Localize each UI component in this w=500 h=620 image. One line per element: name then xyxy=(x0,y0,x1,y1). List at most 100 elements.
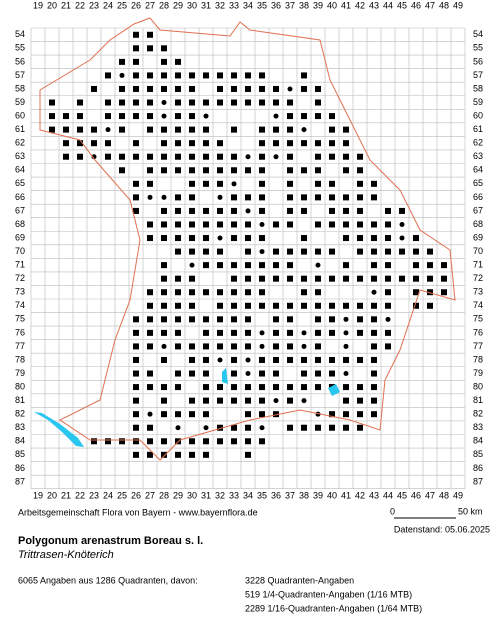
dot-square xyxy=(133,384,139,391)
dot-square xyxy=(371,356,377,363)
dot-circle xyxy=(245,208,251,214)
dot-square xyxy=(217,99,223,106)
dot-square xyxy=(175,411,181,418)
dot-square xyxy=(91,140,97,147)
dot-square xyxy=(189,167,195,174)
dot-square xyxy=(217,72,223,79)
dot-square xyxy=(119,99,125,106)
dot-square xyxy=(329,207,335,214)
dot-square xyxy=(301,384,307,391)
dot-square xyxy=(231,343,237,350)
row-label: 61 xyxy=(15,124,25,134)
dot-square xyxy=(175,85,181,92)
dot-square xyxy=(175,153,181,160)
dot-square xyxy=(231,275,237,282)
dot-square xyxy=(217,316,223,323)
dot-square xyxy=(161,262,167,269)
dot-square xyxy=(343,221,349,228)
dot-square xyxy=(245,343,251,350)
dot-square xyxy=(175,384,181,391)
dot-square xyxy=(245,99,251,106)
dot-square xyxy=(189,194,195,201)
row-label: 65 xyxy=(15,178,25,188)
dot-square xyxy=(385,289,391,296)
dot-circle xyxy=(301,343,307,349)
dot-square xyxy=(133,140,139,147)
dot-square xyxy=(259,411,265,418)
column-label: 36 xyxy=(271,0,281,10)
dot-square xyxy=(161,411,167,418)
dot-square xyxy=(399,207,405,214)
row-label: 55 xyxy=(15,43,25,53)
dot-square xyxy=(441,262,447,269)
dot-square xyxy=(231,99,237,106)
dot-square xyxy=(147,180,153,187)
dot-square xyxy=(399,248,405,255)
dot-square xyxy=(133,207,139,214)
dot-square xyxy=(203,126,209,133)
dot-square xyxy=(413,248,419,255)
dot-square xyxy=(259,262,265,269)
dot-square xyxy=(161,207,167,214)
dot-square xyxy=(287,262,293,269)
dot-square xyxy=(287,275,293,282)
dot-square xyxy=(273,302,279,309)
dot-square xyxy=(161,140,167,147)
dot-square xyxy=(133,397,139,404)
row-label: 83 xyxy=(473,422,483,432)
lake xyxy=(222,368,340,396)
dot-square xyxy=(147,153,153,160)
dot-square xyxy=(133,194,139,201)
dot-square xyxy=(315,167,321,174)
column-label: 19 xyxy=(33,0,43,10)
dot-circle xyxy=(287,86,293,92)
dot-square xyxy=(273,275,279,282)
dot-square xyxy=(217,424,223,431)
dot-square xyxy=(217,180,223,187)
column-label: 35 xyxy=(257,0,267,10)
row-label: 82 xyxy=(473,409,483,419)
dot-square xyxy=(427,275,433,282)
dot-square xyxy=(147,451,153,458)
dot-square xyxy=(259,438,265,445)
dot-square xyxy=(231,384,237,391)
dot-square xyxy=(133,356,139,363)
dot-square xyxy=(231,438,237,445)
dot-square xyxy=(105,153,111,160)
dot-square xyxy=(189,85,195,92)
dot-square xyxy=(329,194,335,201)
dot-square xyxy=(287,384,293,391)
dot-square xyxy=(203,343,209,350)
column-label: 27 xyxy=(145,490,155,500)
dot-square xyxy=(287,424,293,431)
row-label: 77 xyxy=(15,341,25,351)
dot-square xyxy=(259,275,265,282)
dot-square xyxy=(357,207,363,214)
dot-square xyxy=(259,289,265,296)
dot-square xyxy=(231,424,237,431)
dot-square xyxy=(203,72,209,79)
dot-square xyxy=(231,72,237,79)
dot-square xyxy=(315,180,321,187)
dot-square xyxy=(189,153,195,160)
dot-square xyxy=(147,72,153,79)
dot-square xyxy=(343,167,349,174)
dot-square xyxy=(203,411,209,418)
dot-square xyxy=(427,302,433,309)
dot-circle xyxy=(105,127,111,133)
dot-square xyxy=(357,316,363,323)
dot-square xyxy=(203,397,209,404)
dot-square xyxy=(245,397,251,404)
column-label: 41 xyxy=(341,0,351,10)
dot-square xyxy=(189,180,195,187)
dot-square xyxy=(217,262,223,269)
column-label: 34 xyxy=(243,0,253,10)
dot-square xyxy=(315,424,321,431)
dot-square xyxy=(175,343,181,350)
dot-circle xyxy=(259,330,265,336)
dot-square xyxy=(147,99,153,106)
row-label: 70 xyxy=(15,246,25,256)
dot-circle xyxy=(217,235,223,241)
dot-square xyxy=(147,343,153,350)
dot-square xyxy=(133,113,139,120)
